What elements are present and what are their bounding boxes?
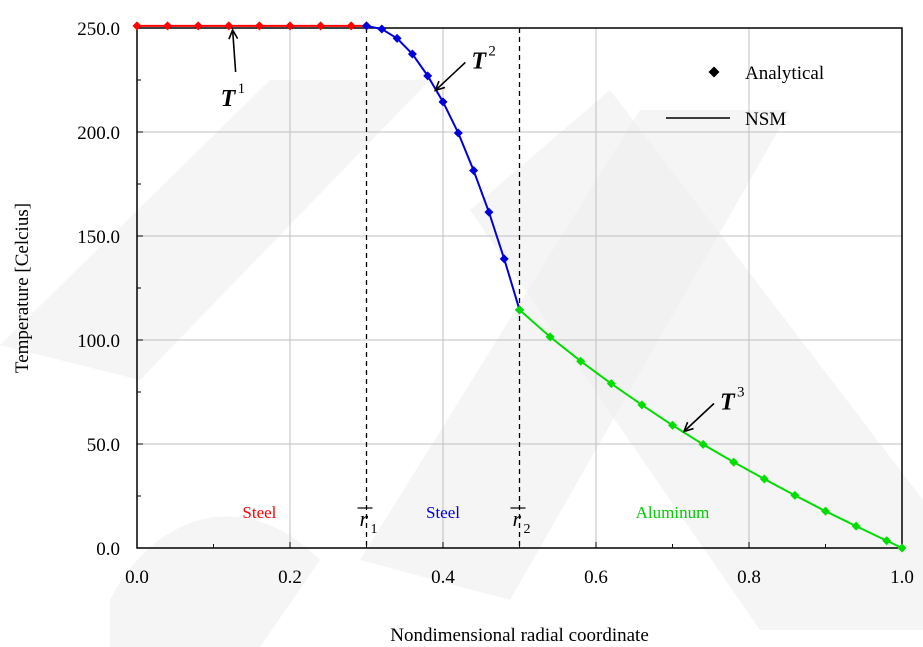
x-tick-label-3: 0.6: [584, 567, 608, 588]
annotation-superscript-1: 1: [238, 81, 246, 97]
x-tick-label-4: 0.8: [737, 567, 761, 588]
annotation-arrow-3: [683, 402, 715, 433]
series-3-point-12: [882, 536, 892, 546]
series-2-point-1: [377, 24, 387, 34]
series-3-point-1: [545, 332, 555, 342]
y-tick-label-2: 100.0: [77, 331, 120, 352]
series-2-point-6: [453, 128, 463, 138]
curve-annotations: T 1T 2T 3: [221, 28, 745, 433]
y-tick-labels: 0.0 50.0 100.0 150.0 200.0 250.0: [77, 19, 120, 560]
x-tick-label-2: 0.4: [431, 567, 455, 588]
series-3-point-0: [515, 305, 524, 315]
series-3-point-10: [821, 506, 830, 516]
series-3-line: [518, 309, 903, 549]
interface-subscript-2: 2: [524, 522, 531, 537]
legend-analytical-marker: [708, 66, 720, 78]
series-2-point-9: [499, 254, 509, 264]
y-tick-label-4: 200.0: [77, 123, 120, 144]
series-3-point-13: [897, 543, 907, 553]
annotation-arrow-2: [434, 61, 466, 91]
series-1-point-7: [346, 21, 356, 31]
series-1-point-0: [132, 21, 142, 31]
y-tick-label-1: 50.0: [87, 435, 120, 456]
series-1-point-5: [285, 21, 295, 31]
series-1-point-1: [163, 21, 173, 31]
series-2-point-3: [407, 49, 417, 59]
region-label-3: Aluminum: [636, 503, 710, 522]
series-2-point-5: [438, 97, 448, 107]
annotation-arrow-1: [231, 29, 237, 72]
y-tick-label-0: 0.0: [96, 539, 120, 560]
y-tick-label-3: 150.0: [77, 227, 120, 248]
series-3-point-6: [698, 439, 708, 449]
series-3-point-9: [790, 490, 800, 500]
series-2-point-8: [484, 207, 494, 217]
series-3-point-3: [606, 379, 616, 389]
series-2-point-2: [392, 33, 402, 43]
y-tick-label-5: 250.0: [77, 19, 120, 40]
interface-label-1: r: [360, 506, 369, 531]
region-label-2: Steel: [426, 503, 460, 522]
watermark-stroke-4: [110, 516, 320, 647]
y-axis-title: Temperature [Celcius]: [12, 203, 33, 373]
series-2-point-4: [423, 71, 433, 81]
legend: Analytical NSM: [666, 63, 824, 130]
annotation-label-1: T: [221, 86, 237, 112]
series-2-point-0: [362, 21, 371, 31]
watermark-stroke-1: [0, 80, 430, 380]
annotation-label-2: T: [471, 48, 487, 74]
series-1-point-6: [316, 21, 326, 31]
series-3-point-2: [576, 356, 586, 366]
series-1-point-3: [224, 21, 234, 31]
series-3-point-4: [637, 400, 647, 410]
legend-nsm-label: NSM: [745, 109, 786, 130]
interface-label-2: r: [513, 506, 522, 531]
series-group: [132, 21, 907, 553]
x-tick-labels: 0.0 0.2 0.4 0.6 0.8 1.0: [125, 567, 914, 588]
annotation-arrowhead-1: [228, 28, 239, 40]
series-3-point-11: [851, 521, 861, 531]
x-tick-label-1: 0.2: [278, 567, 302, 588]
series-2-point-7: [469, 165, 479, 175]
x-axis-title: Nondimensional radial coordinate: [390, 625, 649, 646]
interface-subscript-1: 1: [371, 522, 378, 537]
annotation-arrowhead-2: [434, 80, 446, 92]
x-tick-label-0: 0.0: [125, 567, 149, 588]
x-tick-label-5: 1.0: [890, 567, 914, 588]
annotation-label-3: T: [720, 390, 736, 416]
series-3-point-7: [729, 457, 739, 467]
annotation-arrowhead-3: [682, 421, 694, 433]
region-labels: Steel Steel Aluminum: [242, 503, 709, 522]
region-label-1: Steel: [242, 503, 276, 522]
axis-ticks: [136, 27, 903, 549]
watermark: [0, 80, 923, 647]
watermark-stroke-3: [470, 90, 923, 630]
legend-analytical-label: Analytical: [745, 63, 824, 84]
series-1-point-4: [254, 21, 264, 31]
series-3-point-5: [668, 420, 677, 430]
annotation-superscript-2: 2: [488, 43, 496, 59]
annotation-superscript-3: 3: [737, 385, 745, 401]
series-3-point-8: [759, 474, 769, 484]
series-1-point-2: [193, 21, 203, 31]
